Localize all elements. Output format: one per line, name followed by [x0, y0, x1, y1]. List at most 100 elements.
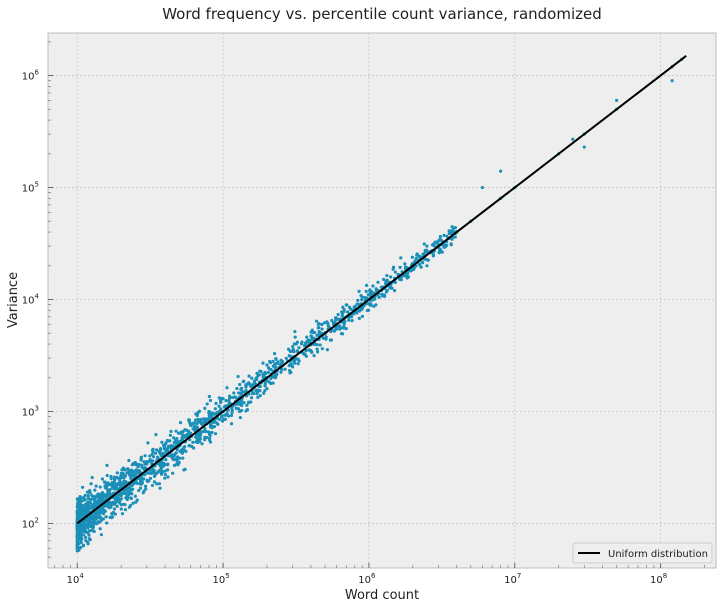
scatter-point: [182, 468, 186, 472]
scatter-point: [180, 451, 184, 455]
scatter-point: [133, 494, 137, 498]
y-tick-base: 10: [22, 407, 35, 418]
scatter-point: [453, 225, 458, 230]
scatter-point: [283, 367, 287, 371]
scatter-point: [164, 441, 168, 445]
scatter-point: [324, 337, 328, 341]
scatter-point: [94, 511, 98, 515]
scatter-point: [275, 372, 279, 376]
scatter-point: [124, 479, 128, 484]
scatter-point: [199, 422, 203, 426]
scatter-point: [325, 348, 330, 352]
scatter-point: [280, 368, 284, 372]
scatter-point: [119, 471, 123, 475]
scatter-point: [356, 298, 360, 302]
scatter-point: [225, 411, 229, 416]
scatter-point: [143, 466, 147, 470]
scatter-point: [110, 481, 114, 485]
scatter-point: [172, 457, 176, 462]
scatter-point: [119, 476, 123, 480]
scatter-point: [242, 401, 246, 405]
scatter-point: [237, 391, 241, 395]
scatter-point: [422, 242, 426, 246]
x-tick-exponent: 4: [79, 572, 84, 580]
scatter-point: [312, 354, 316, 358]
scatter-point: [195, 425, 200, 430]
scatter-point: [321, 336, 325, 340]
scatter-point: [304, 349, 308, 353]
scatter-point: [94, 513, 98, 517]
scatter-point: [192, 446, 196, 450]
scatter-point: [154, 448, 159, 452]
scatter-point: [377, 295, 381, 299]
scatter-point: [213, 432, 218, 436]
scatter-point: [291, 344, 295, 349]
scatter-point: [76, 513, 80, 517]
scatter-point: [376, 280, 380, 284]
scatter-point: [84, 535, 88, 540]
scatter-point: [438, 237, 442, 241]
scatter-point: [320, 322, 324, 326]
scatter-point: [425, 248, 429, 252]
scatter-point: [375, 288, 380, 292]
scatter-point: [90, 497, 94, 501]
scatter-point: [103, 503, 107, 507]
scatter-point: [250, 376, 254, 380]
scatter-point: [86, 506, 90, 511]
scatter-point: [297, 359, 301, 363]
y-tick-label: 103: [22, 404, 39, 418]
scatter-point: [390, 286, 394, 290]
scatter-point: [269, 381, 273, 386]
scatter-point: [99, 518, 104, 522]
scatter-point: [449, 242, 453, 246]
scatter-point: [499, 169, 503, 173]
scatter-point: [250, 384, 254, 388]
scatter-point: [268, 361, 273, 365]
legend-box: [572, 542, 713, 564]
scatter-point: [99, 495, 103, 499]
scatter-point: [336, 312, 340, 317]
scatter-point: [295, 349, 300, 354]
scatter-point: [131, 473, 135, 478]
scatter-point: [166, 468, 170, 472]
x-tick-exponent: 6: [371, 572, 376, 580]
y-tick-exponent: 4: [35, 293, 40, 301]
scatter-point: [267, 367, 272, 371]
scatter-point: [83, 509, 87, 513]
scatter-point: [110, 485, 114, 489]
scatter-point: [178, 431, 183, 435]
scatter-point: [119, 493, 123, 498]
scatter-point: [92, 529, 96, 534]
y-axis-label: Variance: [6, 272, 21, 328]
scatter-point: [297, 346, 301, 350]
scatter-point: [229, 422, 234, 426]
scatter-point: [163, 472, 167, 477]
scatter-point: [360, 314, 365, 318]
scatter-point: [235, 402, 239, 406]
scatter-point: [122, 473, 126, 477]
scatter-point: [310, 350, 314, 354]
scatter-point: [165, 463, 170, 467]
y-tick-label: 105: [22, 181, 39, 195]
scatter-point: [279, 370, 283, 374]
scatter-point: [317, 325, 321, 330]
scatter-point: [317, 322, 321, 326]
scatter-point: [89, 482, 93, 486]
scatter-point: [340, 332, 345, 336]
scatter-point: [318, 343, 322, 347]
scatter-point: [228, 394, 232, 398]
y-tick-base: 10: [22, 519, 35, 530]
scatter-point: [258, 394, 262, 398]
scatter-point: [93, 517, 97, 522]
scatter-point: [192, 424, 196, 429]
scatter-point: [91, 525, 95, 530]
scatter-point: [132, 469, 136, 473]
scatter-point: [92, 497, 97, 502]
scatter-point: [157, 482, 162, 486]
scatter-point: [109, 502, 113, 506]
scatter-point: [188, 421, 192, 426]
scatter-point: [105, 463, 109, 467]
scatter-point: [207, 411, 211, 415]
